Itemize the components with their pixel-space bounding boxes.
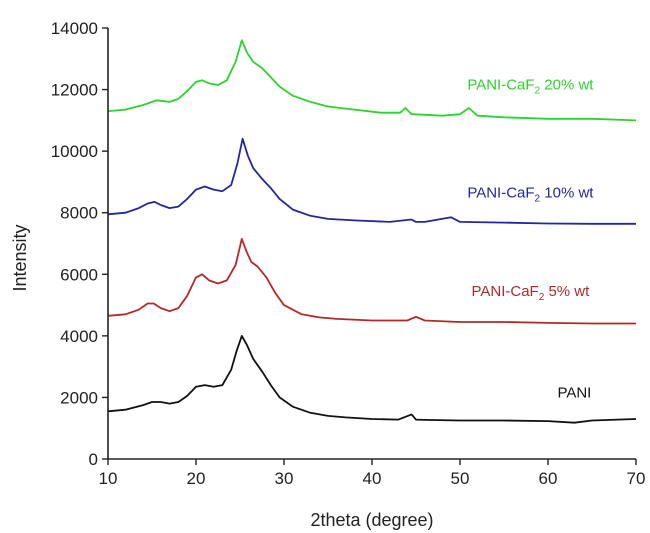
series-label-subscript: 2 (539, 292, 545, 303)
y-tick-label: 6000 (60, 265, 98, 284)
series-label-main: PANI-CaF (471, 283, 538, 300)
series-label-tail: 10% wt (540, 184, 594, 201)
series-label-0: PANI (557, 384, 591, 401)
y-tick-label: 2000 (60, 388, 98, 407)
x-tick-label: 50 (451, 469, 470, 488)
series-label-tail: 5% wt (544, 283, 590, 300)
x-tick-label: 60 (539, 469, 558, 488)
x-tick-label: 10 (99, 469, 118, 488)
series-layer (107, 39, 637, 424)
series-label-main: PANI-CaF (467, 184, 534, 201)
series-label-main: PANI-CaF (467, 77, 534, 94)
series-label-subscript: 2 (535, 86, 541, 97)
series-label-1: PANI-CaF2 5% wt (471, 283, 590, 303)
x-tick-label: 40 (363, 469, 382, 488)
y-tick-label: 0 (89, 450, 98, 469)
series-label-3: PANI-CaF2 20% wt (467, 77, 594, 97)
x-tick-label: 20 (187, 469, 206, 488)
y-tick-label: 8000 (60, 204, 98, 223)
series-line-2 (107, 137, 636, 225)
series-line-1 (107, 237, 636, 325)
x-axis-title: 2theta (degree) (310, 510, 433, 530)
y-tick-label: 10000 (51, 142, 98, 161)
x-tick-label: 30 (275, 469, 294, 488)
series-label-subscript: 2 (535, 193, 541, 204)
series-label-2: PANI-CaF2 10% wt (467, 184, 594, 204)
y-tick-label: 14000 (51, 19, 98, 38)
x-tick-label: 70 (627, 469, 646, 488)
series-line-0 (107, 334, 637, 424)
ticks-layer: 10 20 30 40 50 60 70 0 2000 4000 6000 8000 10000 1200… (51, 19, 646, 488)
series-label-tail: 20% wt (540, 77, 594, 94)
y-tick-label: 4000 (60, 327, 98, 346)
y-axis-title: Intensity (10, 224, 30, 291)
series-label-main: PANI (557, 384, 591, 401)
series-line-3 (107, 39, 637, 122)
y-tick-label: 12000 (51, 81, 98, 100)
